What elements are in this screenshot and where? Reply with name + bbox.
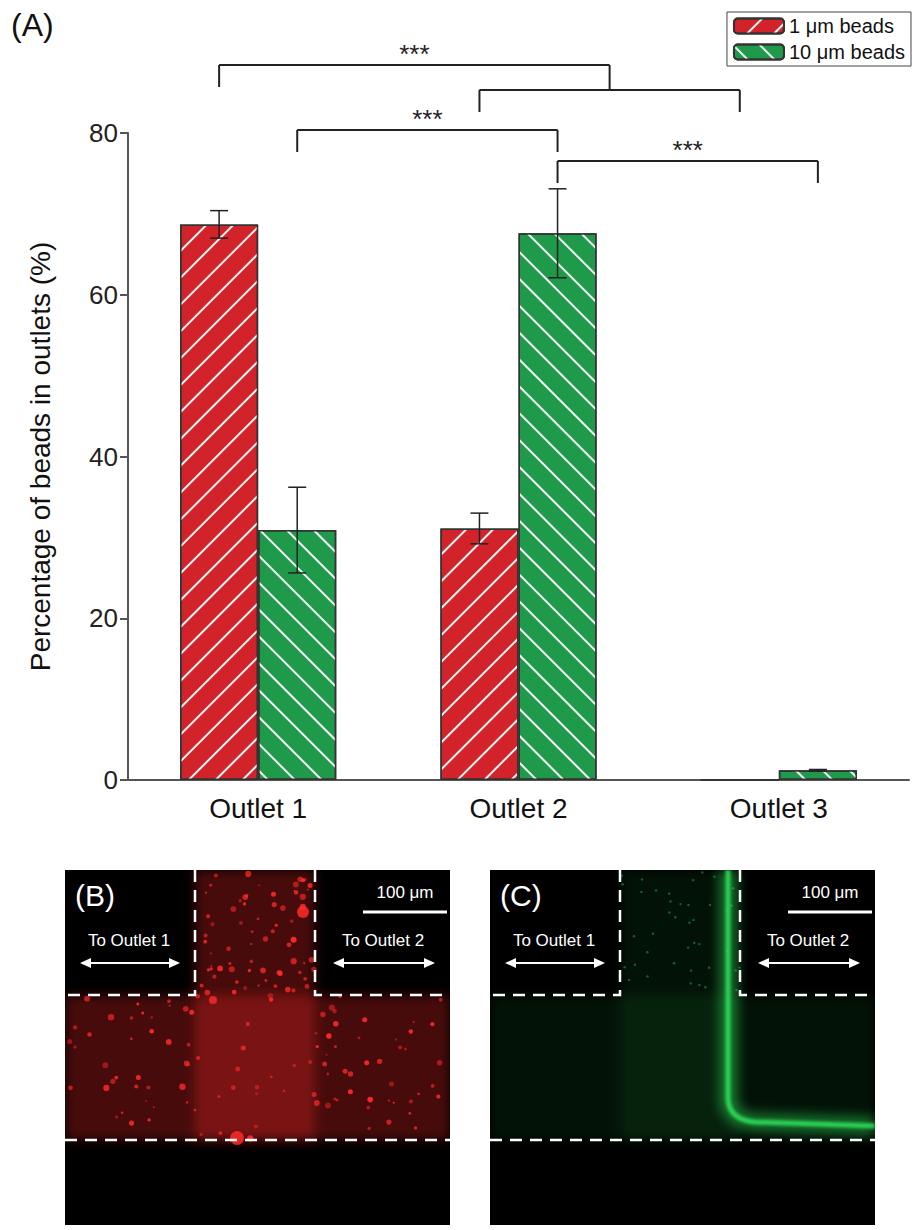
svg-text:0: 0 <box>104 765 118 795</box>
svg-text:To Outlet 2: To Outlet 2 <box>342 931 424 950</box>
svg-text:To Outlet 1: To Outlet 1 <box>88 931 170 950</box>
svg-text:10 μm beads: 10 μm beads <box>789 41 905 63</box>
svg-text:(A): (A) <box>11 7 54 43</box>
svg-text:100 μm: 100 μm <box>801 883 858 902</box>
svg-text:(B): (B) <box>75 879 115 912</box>
svg-text:60: 60 <box>89 280 118 310</box>
svg-text:To Outlet 2: To Outlet 2 <box>767 931 849 950</box>
svg-text:***: *** <box>399 39 429 69</box>
svg-text:20: 20 <box>89 603 118 633</box>
svg-text:80: 80 <box>89 118 118 148</box>
svg-text:Outlet 2: Outlet 2 <box>469 793 567 824</box>
svg-text:100 μm: 100 μm <box>376 883 433 902</box>
svg-text:To Outlet 1: To Outlet 1 <box>513 931 595 950</box>
svg-text:Percentage of beads in outlets: Percentage of beads in outlets (%) <box>25 242 56 672</box>
svg-text:***: *** <box>673 135 703 165</box>
svg-text:Outlet 3: Outlet 3 <box>730 793 828 824</box>
svg-text:Outlet 1: Outlet 1 <box>209 793 307 824</box>
svg-text:***: *** <box>412 104 442 134</box>
svg-text:(C): (C) <box>500 879 542 912</box>
svg-text:1 μm beads: 1 μm beads <box>789 15 894 37</box>
svg-text:40: 40 <box>89 442 118 472</box>
